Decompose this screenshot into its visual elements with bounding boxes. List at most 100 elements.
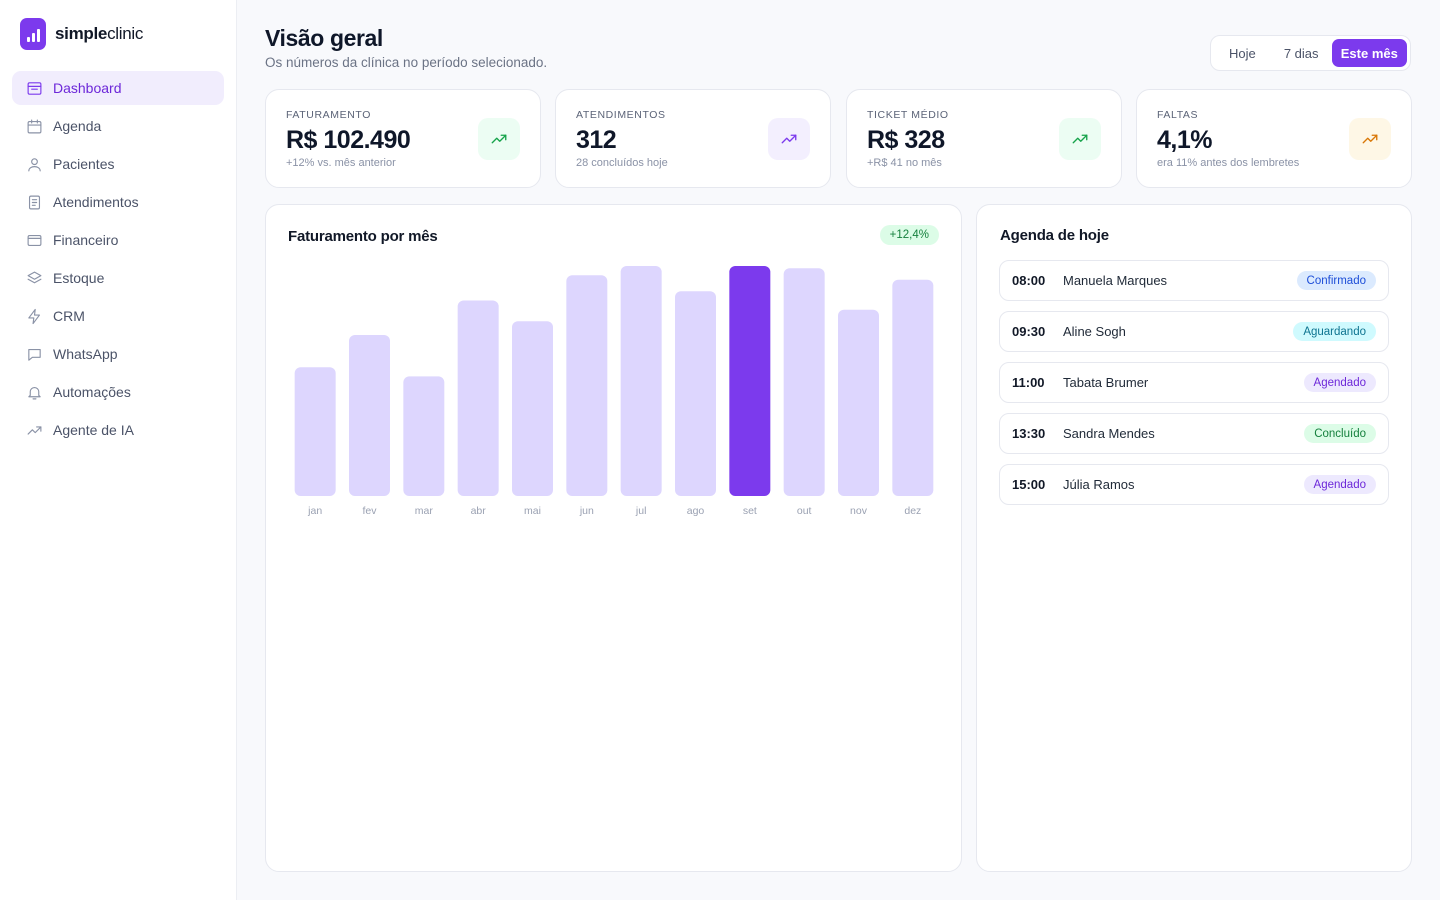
kpi-subtext: era 11% antes dos lembretes [1157,157,1300,169]
appointment-row[interactable]: 13:30 Sandra Mendes Concluído [999,413,1389,454]
kpi-card-faltas: FALTAS 4,1% era 11% antes dos lembretes [1136,89,1412,188]
revenue-chart-panel: jan fev mar abr mai jun jul ago set out nov dez Fat… [265,204,962,872]
period-option-this-month[interactable]: Este mês [1331,39,1407,67]
appointment-row[interactable]: 11:00 Tabata Brumer Agendado [999,362,1389,403]
brand[interactable]: simpleclinic [20,18,143,50]
growth-badge: +12,4% [879,225,939,245]
trending-up-icon [478,118,520,160]
trending-up-icon [1349,118,1391,160]
appointment-time: 08:00 [1012,273,1046,288]
period-option-7-days[interactable]: 7 dias [1283,45,1319,61]
kpi-label: TICKET MÉDIO [867,109,949,121]
kpi-card-atendimentos: ATENDIMENTOS 312 28 concluídos hoje [555,89,831,188]
status-badge: Aguardando [1293,322,1376,341]
agenda-title: Agenda de hoje [1000,227,1109,244]
sidebar: simpleclinic Dashboard Agenda Pacientes … [0,0,237,900]
sidebar-item-label: CRM [53,308,85,324]
trending-up-icon [768,118,810,160]
sidebar-item-label: Financeiro [53,232,119,248]
sidebar-item-atendimentos[interactable]: Atendimentos [12,185,224,219]
appointment-row[interactable]: 08:00 Manuela Marques Confirmado [999,260,1389,301]
appointment-row[interactable]: 15:00 Júlia Ramos Agendado [999,464,1389,505]
x-tick-label: ago [687,505,705,517]
period-selector: Hoje 7 dias Este mês [1210,35,1411,71]
brand-logo-icon [20,18,46,50]
x-tick-label: jan [307,505,322,517]
patient-name: Júlia Ramos [1063,477,1135,492]
bar-set[interactable] [729,266,771,496]
appointment-time: 15:00 [1012,477,1046,492]
agenda-panel: Agenda de hoje 08:00 Manuela Marques Con… [976,204,1412,872]
sidebar-item-whatsapp[interactable]: WhatsApp [12,337,224,371]
status-badge: Agendado [1303,475,1376,494]
sidebar-item-label: Automações [53,384,131,400]
trending-up-icon [1059,118,1101,160]
appointment-time: 09:30 [1012,324,1046,339]
patient-name: Tabata Brumer [1063,375,1149,390]
trend-icon [25,421,43,439]
sidebar-item-label: Agenda [53,118,102,134]
appointment-row[interactable]: 09:30 Aline Sogh Aguardando [999,311,1389,352]
sidebar-item-estoque[interactable]: Estoque [12,261,224,295]
bar-mar[interactable] [403,376,445,496]
kpi-label: FATURAMENTO [286,109,371,121]
x-tick-label: mar [415,505,434,517]
clipboard-icon [25,193,43,211]
lightning-icon [25,307,43,325]
x-tick-label: mai [524,505,541,517]
x-tick-label: fev [362,505,377,517]
x-tick-label: set [743,505,757,517]
page-title: Visão geral [265,25,383,51]
brand-name: simpleclinic [55,24,144,43]
bar-jan[interactable] [294,367,336,496]
kpi-subtext: 28 concluídos hoje [576,157,668,169]
page-subtitle: Os números da clínica no período selecio… [265,55,548,70]
dashboard-icon [25,79,43,97]
sidebar-item-financeiro[interactable]: Financeiro [12,223,224,257]
bar-fev[interactable] [349,335,390,496]
layers-icon [25,269,43,287]
x-tick-label: abr [471,505,487,517]
kpi-value: 312 [576,126,617,154]
sidebar-item-agenda[interactable]: Agenda [12,109,224,143]
kpi-subtext: +R$ 41 no mês [867,157,942,169]
x-tick-label: jul [635,505,647,517]
x-tick-label: out [797,505,812,517]
x-tick-label: jun [579,505,594,517]
bar-jun[interactable] [566,275,608,496]
bell-icon [25,383,43,401]
bar-out[interactable] [783,268,825,496]
period-option-today[interactable]: Hoje [1229,45,1256,61]
patient-name: Sandra Mendes [1063,426,1155,441]
bar-abr[interactable] [457,300,499,497]
bar-nov[interactable] [838,309,879,496]
sidebar-item-automacoes[interactable]: Automações [12,375,224,409]
bar-dez[interactable] [892,279,934,496]
sidebar-item-agente-ia[interactable]: Agente de IA [12,413,224,447]
sidebar-item-dashboard[interactable]: Dashboard [12,71,224,105]
kpi-subtext: +12% vs. mês anterior [286,157,396,169]
sidebar-item-label: Estoque [53,270,105,286]
status-badge: Agendado [1303,373,1376,392]
kpi-value: R$ 102.490 [286,126,411,154]
sidebar-item-pacientes[interactable]: Pacientes [12,147,224,181]
revenue-bar-chart: jan fev mar abr mai jun jul ago set out nov dez [294,266,934,517]
sidebar-item-label: Agente de IA [53,422,134,438]
bar-ago[interactable] [675,291,716,496]
sidebar-item-crm[interactable]: CRM [12,299,224,333]
sidebar-item-label: Pacientes [53,156,115,172]
chart-title: Faturamento por mês [288,228,438,245]
x-tick-label: dez [904,505,921,517]
bar-mai[interactable] [512,321,553,496]
kpi-value: 4,1% [1157,126,1212,154]
kpi-label: ATENDIMENTOS [576,109,666,121]
sidebar-item-label: WhatsApp [53,346,118,362]
kpi-value: R$ 328 [867,126,945,154]
kpi-card-ticket-medio: TICKET MÉDIO R$ 328 +R$ 41 no mês [846,89,1122,188]
appointment-time: 11:00 [1012,375,1045,390]
sidebar-item-label: Atendimentos [53,194,139,210]
kpi-label: FALTAS [1157,109,1199,121]
user-icon [25,155,43,173]
appointment-time: 13:30 [1012,426,1046,441]
bar-jul[interactable] [620,266,662,496]
